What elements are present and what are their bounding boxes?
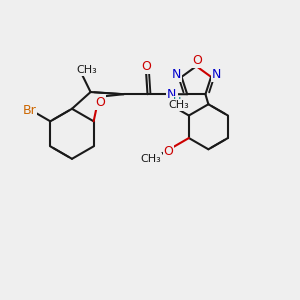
- Text: N: N: [167, 88, 177, 101]
- Text: CH₃: CH₃: [76, 65, 97, 75]
- Text: H: H: [172, 97, 181, 106]
- Text: CH₃: CH₃: [141, 154, 161, 164]
- Text: O: O: [142, 60, 152, 73]
- Text: O: O: [95, 96, 105, 109]
- Text: O: O: [164, 145, 173, 158]
- Text: O: O: [192, 54, 202, 68]
- Text: N: N: [172, 68, 181, 81]
- Text: CH₃: CH₃: [169, 100, 189, 110]
- Text: N: N: [212, 68, 221, 81]
- Text: Br: Br: [22, 104, 36, 117]
